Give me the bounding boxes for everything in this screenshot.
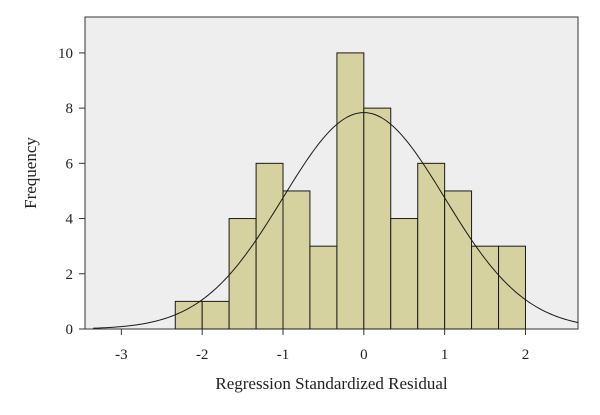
histogram-bar-1 (174, 300, 203, 330)
x-axis-title: Regression Standardized Residual (215, 374, 448, 393)
histogram-bar-5 (282, 190, 311, 330)
y-tick-label: 4 (66, 212, 74, 228)
histogram-bar-6 (309, 245, 338, 330)
y-axis-ticks: 0 2 4 6 8 10 (58, 46, 85, 338)
histogram-bar-3 (228, 218, 257, 330)
y-tick-label: 10 (58, 46, 73, 62)
normal-curve (93, 112, 579, 329)
x-tick-label: -2 (196, 347, 209, 363)
histogram-bar-9 (390, 218, 419, 330)
histogram-bar-11 (444, 190, 473, 330)
y-tick-label: 0 (66, 322, 74, 338)
x-axis-ticks: -3 -2 -1 0 1 2 (115, 329, 529, 363)
histogram-bar-4 (255, 162, 284, 330)
y-tick-label: 2 (66, 267, 74, 283)
y-tick-label: 6 (66, 156, 74, 172)
y-tick-label: 8 (66, 101, 74, 117)
x-tick-label: -3 (115, 347, 128, 363)
x-tick-label: 0 (360, 347, 368, 363)
histogram-bars (174, 52, 526, 330)
x-tick-label: 1 (441, 347, 449, 363)
histogram-bar-12 (471, 245, 500, 330)
histogram-bar-7 (336, 52, 365, 330)
histogram-bar-2 (201, 300, 230, 330)
x-tick-label: -1 (277, 347, 290, 363)
y-axis-title: Frequency (21, 137, 40, 209)
x-tick-label: 2 (522, 347, 530, 363)
histogram-bar-8 (363, 107, 392, 330)
histogram-bar-10 (417, 162, 446, 330)
histogram-bar-13 (498, 245, 526, 330)
